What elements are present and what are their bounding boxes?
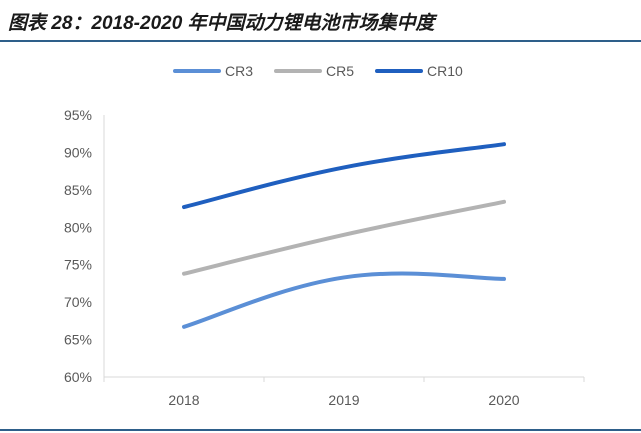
chart-area: [0, 42, 641, 430]
x-tick-label: 2019: [328, 392, 359, 408]
y-tick-label: 60%: [64, 369, 92, 385]
y-tick-label: 80%: [64, 219, 92, 235]
series-line-cr3: [182, 271, 506, 329]
y-tick-label: 90%: [64, 144, 92, 160]
x-tick-label: 2020: [488, 392, 519, 408]
x-tick-label: 2018: [168, 392, 199, 408]
series-line-cr5: [182, 199, 506, 276]
bottom-rule: [0, 429, 641, 431]
y-tick-label: 70%: [64, 294, 92, 310]
legend-label-cr5: CR5: [326, 63, 354, 79]
series-line-cr10: [182, 142, 506, 210]
legend-label-cr10: CR10: [427, 63, 463, 79]
legend-label-cr3: CR3: [225, 63, 253, 79]
y-tick-label: 85%: [64, 182, 92, 198]
y-tick-label: 75%: [64, 257, 92, 273]
y-tick-label: 95%: [64, 107, 92, 123]
y-tick-label: 65%: [64, 332, 92, 348]
figure-title: 图表 28：2018-2020 年中国动力锂电池市场集中度: [8, 13, 435, 34]
figure-title-bar: 图表 28：2018-2020 年中国动力锂电池市场集中度: [0, 0, 641, 42]
line-chart: 60% 65% 70% 75% 80% 85% 90% 95% 2018 2019 2020 CR3 C…: [64, 63, 585, 408]
